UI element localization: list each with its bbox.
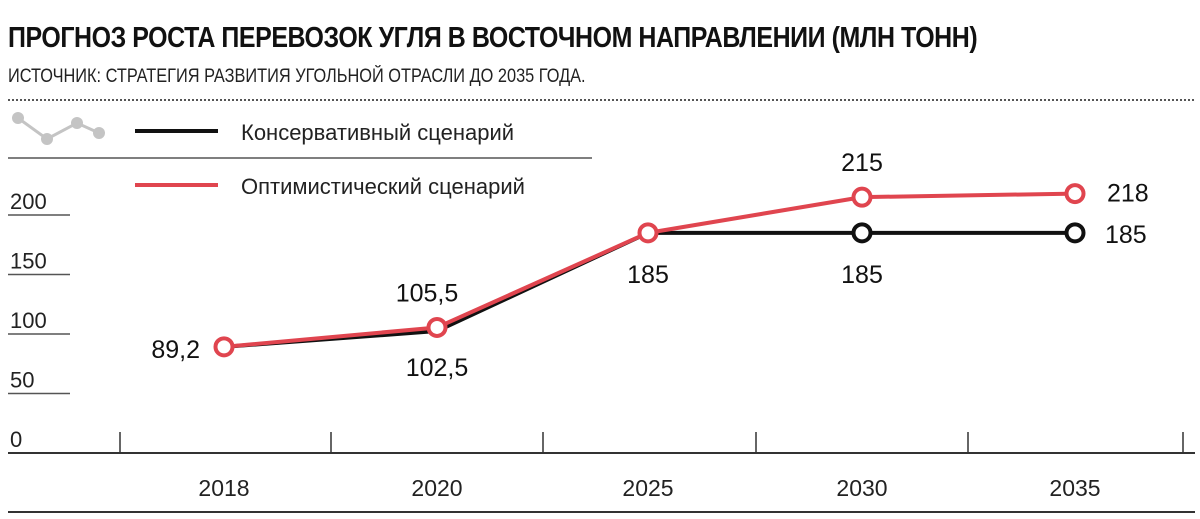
x-tick-label: 2030 <box>836 475 887 501</box>
line-chart-icon <box>12 112 105 145</box>
data-point-conservative <box>851 222 873 244</box>
x-tick-label: 2025 <box>622 475 673 501</box>
data-labels: 102,5 185 185 89,2 105,5 185 215 218 <box>151 149 1148 382</box>
data-label-optimistic: 215 <box>841 149 883 177</box>
data-point-optimistic <box>637 222 659 244</box>
y-tick-label: 50 <box>10 368 34 393</box>
data-label-optimistic: 89,2 <box>151 336 200 364</box>
chart-source: ИСТОЧНИК: СТРАТЕГИЯ РАЗВИТИЯ УГОЛЬНОЙ ОТ… <box>8 66 586 87</box>
data-label-conservative: 185 <box>1105 221 1147 249</box>
chart-title: ПРОГНОЗ РОСТА ПЕРЕВОЗОК УГЛЯ В ВОСТОЧНОМ… <box>8 22 978 54</box>
legend-label-optimistic: Оптимистический сценарий <box>241 174 525 199</box>
y-tick-label: 0 <box>10 427 22 452</box>
data-point-optimistic <box>851 186 873 208</box>
header-divider <box>8 99 1194 101</box>
y-tick-label: 200 <box>10 189 47 214</box>
series-line-conservative <box>223 230 1075 349</box>
y-tick-label: 100 <box>10 308 47 333</box>
data-label-conservative: 185 <box>841 261 883 289</box>
data-label-optimistic: 105,5 <box>396 279 459 307</box>
y-tick-label: 150 <box>10 249 47 274</box>
data-label-optimistic: 185 <box>627 261 669 289</box>
data-label-conservative: 102,5 <box>406 354 469 382</box>
legend-label-conservative: Консервативный сценарий <box>241 120 514 145</box>
x-tick-label: 2018 <box>198 475 249 501</box>
series-layer <box>213 183 1086 358</box>
data-label-optimistic: 218 <box>1107 180 1149 208</box>
data-point-optimistic <box>1064 183 1086 205</box>
x-tick-label: 2020 <box>411 475 462 501</box>
data-point-optimistic <box>213 336 235 358</box>
legend: Консервативный сценарий Оптимистический … <box>8 112 592 199</box>
data-point-conservative <box>1064 222 1086 244</box>
y-axis: 0 50 100 150 200 <box>8 189 70 452</box>
data-point-optimistic <box>426 316 448 338</box>
x-axis: 2018 2020 2025 2030 2035 <box>8 432 1195 513</box>
x-tick-label: 2035 <box>1049 475 1100 501</box>
